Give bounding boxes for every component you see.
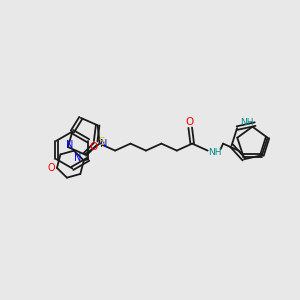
Text: NH: NH (240, 118, 253, 127)
Text: NH: NH (208, 148, 221, 157)
Text: O: O (90, 142, 98, 152)
Text: O: O (185, 117, 194, 127)
Text: O: O (47, 163, 55, 173)
Text: N: N (100, 139, 107, 148)
Text: N: N (74, 154, 82, 164)
Text: N: N (66, 140, 74, 150)
Text: S: S (98, 137, 105, 147)
